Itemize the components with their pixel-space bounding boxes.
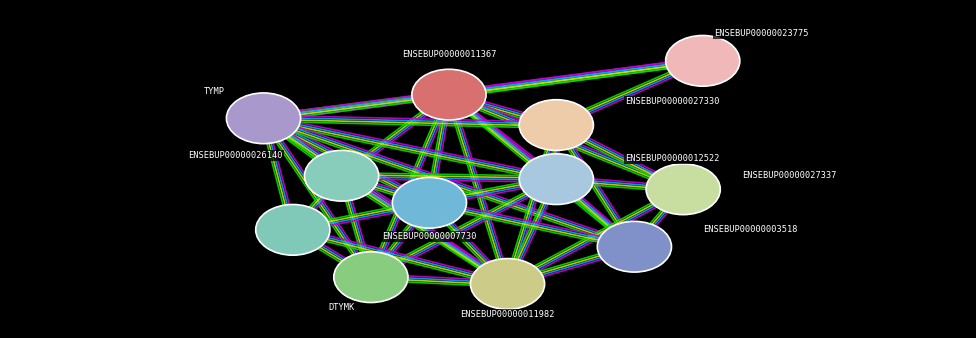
Ellipse shape [470,259,545,309]
Text: ENSEBUP00000012522: ENSEBUP00000012522 [625,154,719,163]
Text: ENSEBUP00000003518: ENSEBUP00000003518 [703,225,797,234]
Text: ENSEBUP00000027337: ENSEBUP00000027337 [742,171,836,180]
Ellipse shape [412,69,486,120]
Ellipse shape [519,100,593,150]
Ellipse shape [597,221,671,272]
Text: ENSEBUP00000027330: ENSEBUP00000027330 [625,97,719,106]
Text: ENSEBUP00000023775: ENSEBUP00000023775 [714,29,808,38]
Ellipse shape [666,35,740,86]
Text: DTYMK: DTYMK [329,303,354,312]
Ellipse shape [226,93,301,144]
Ellipse shape [305,150,379,201]
Text: ENSEBUP00000011982: ENSEBUP00000011982 [461,310,554,319]
Ellipse shape [392,177,467,228]
Ellipse shape [256,204,330,255]
Ellipse shape [334,252,408,303]
Text: ENSEBUP00000011367: ENSEBUP00000011367 [402,50,496,58]
Ellipse shape [519,154,593,204]
Text: ENSEBUP00000007730: ENSEBUP00000007730 [383,232,476,241]
Text: TYMP: TYMP [204,87,225,96]
Text: ENSEBUP00000026140: ENSEBUP00000026140 [188,151,283,160]
Ellipse shape [646,164,720,215]
